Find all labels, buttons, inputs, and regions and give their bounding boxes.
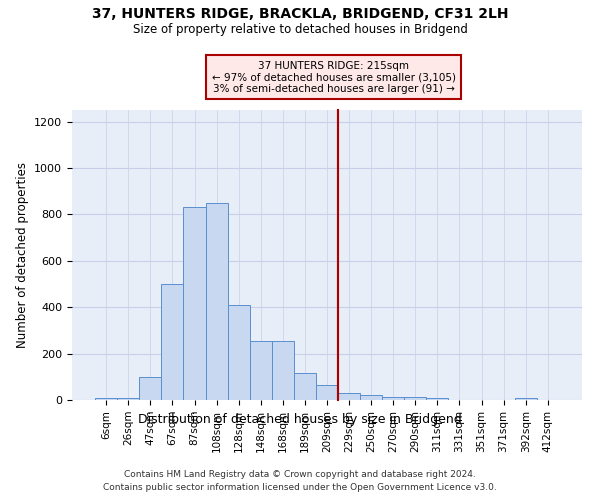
Bar — [161, 284, 184, 400]
Bar — [117, 398, 139, 400]
Bar — [184, 208, 206, 400]
Bar — [316, 385, 338, 400]
Bar — [404, 397, 427, 400]
Bar — [382, 397, 404, 400]
Bar — [294, 374, 316, 400]
Bar — [515, 398, 537, 400]
Bar — [338, 393, 360, 400]
Bar — [250, 341, 272, 400]
Bar — [427, 398, 448, 400]
Bar — [139, 377, 161, 400]
Bar — [360, 396, 382, 400]
Bar — [227, 305, 250, 400]
Bar — [95, 398, 117, 400]
Text: Distribution of detached houses by size in Bridgend: Distribution of detached houses by size … — [138, 412, 462, 426]
Bar — [272, 341, 294, 400]
Y-axis label: Number of detached properties: Number of detached properties — [16, 162, 29, 348]
Text: 37, HUNTERS RIDGE, BRACKLA, BRIDGEND, CF31 2LH: 37, HUNTERS RIDGE, BRACKLA, BRIDGEND, CF… — [92, 8, 508, 22]
Text: Size of property relative to detached houses in Bridgend: Size of property relative to detached ho… — [133, 22, 467, 36]
Text: Contains HM Land Registry data © Crown copyright and database right 2024.: Contains HM Land Registry data © Crown c… — [124, 470, 476, 479]
Text: 37 HUNTERS RIDGE: 215sqm
← 97% of detached houses are smaller (3,105)
3% of semi: 37 HUNTERS RIDGE: 215sqm ← 97% of detach… — [212, 60, 455, 94]
Bar — [206, 203, 227, 400]
Text: Contains public sector information licensed under the Open Government Licence v3: Contains public sector information licen… — [103, 482, 497, 492]
